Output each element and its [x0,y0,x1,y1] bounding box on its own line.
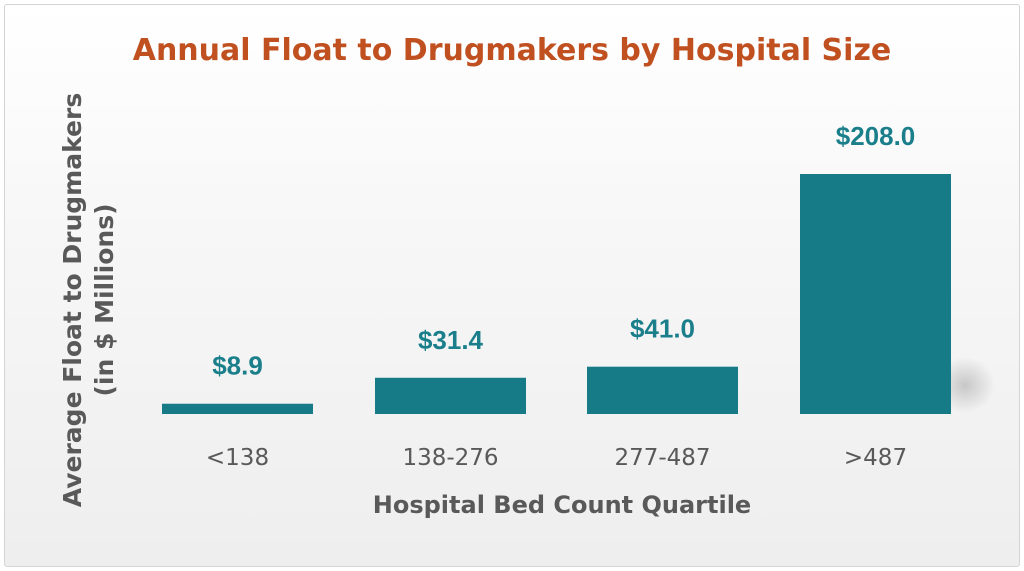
x-tick-label-3: 277-487 [614,445,710,471]
data-label-1: $8.9 [212,351,263,381]
data-label-4: $208.0 [836,121,916,151]
bar-2 [375,377,526,414]
data-label-2: $31.4 [418,325,484,355]
data-labels-group: $8.9 $31.4 $41.0 $208.0 [212,121,915,381]
data-label-3: $41.0 [630,314,695,344]
chart-title: Annual Float to Drugmakers by Hospital S… [132,33,892,68]
x-tick-label-1: <138 [206,445,269,471]
bar-4 [800,174,951,414]
x-tick-labels-group: <138 138-276 277-487 >487 [206,445,907,471]
x-tick-label-2: 138-276 [402,445,498,471]
bar-1 [162,403,313,414]
bars-group [162,174,951,414]
x-axis-label: Hospital Bed Count Quartile [372,491,752,519]
bar-3 [587,366,738,414]
x-tick-label-4: >487 [844,445,907,471]
